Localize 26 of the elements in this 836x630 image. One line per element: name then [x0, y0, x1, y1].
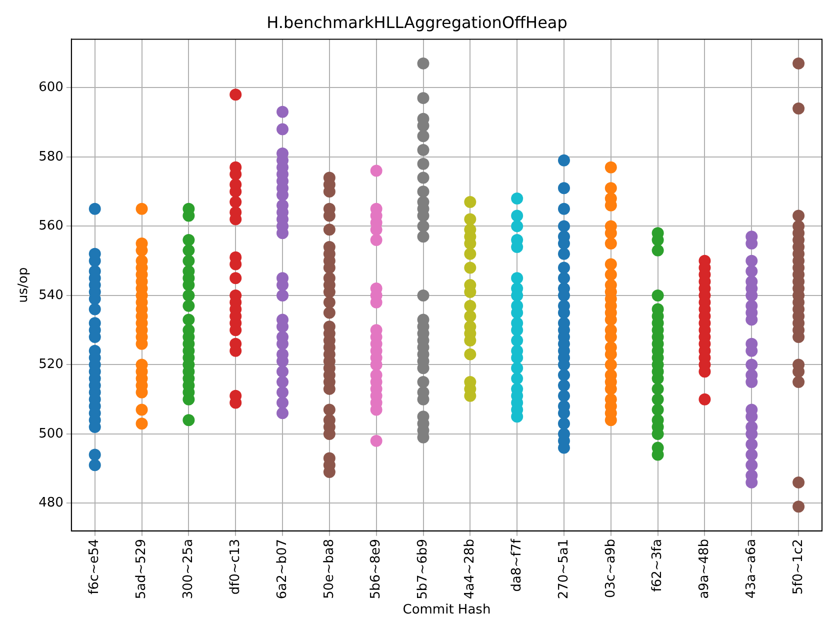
x-tick-label: f6c~e54	[87, 538, 102, 594]
x-tick-label: 5b6~8e9	[368, 538, 384, 600]
x-tick-label: f62~3fa	[650, 538, 666, 592]
x-tick-label: 50e~ba8	[322, 538, 337, 599]
x-tick-label: 270~5a1	[556, 538, 572, 600]
y-tick-label: 540	[38, 288, 64, 303]
x-tick-label: 5ad~529	[134, 538, 150, 600]
x-tick-label: a9a~48b	[697, 538, 712, 599]
y-tick-label: 580	[38, 149, 64, 164]
x-tick-label: 5f0~1c2	[790, 538, 806, 595]
x-tick-label: 5b7~6b9	[416, 538, 431, 600]
y-tick-label: 500	[38, 426, 64, 442]
x-tick-label: da8~f7f	[509, 538, 524, 592]
x-tick-label: 4a4~28b	[462, 538, 478, 600]
y-axis-title: us/op	[16, 267, 32, 303]
x-tick-label: 43a~a6a	[744, 538, 760, 599]
y-tick-label: 600	[38, 80, 64, 96]
x-tick-label: df0~c13	[228, 538, 243, 595]
x-tick-label: 6a2~b07	[274, 538, 290, 600]
y-tick-label: 480	[38, 496, 64, 511]
x-axis-title: Commit Hash	[402, 602, 491, 618]
x-tick-label: 300~25a	[181, 538, 196, 600]
y-tick-label: 520	[38, 357, 64, 372]
chart-title: H.benchmarkHLLAggregationOffHeap	[266, 12, 568, 32]
x-tick-label: 03c~a9b	[603, 538, 618, 598]
y-tick-label: 560	[38, 218, 64, 234]
